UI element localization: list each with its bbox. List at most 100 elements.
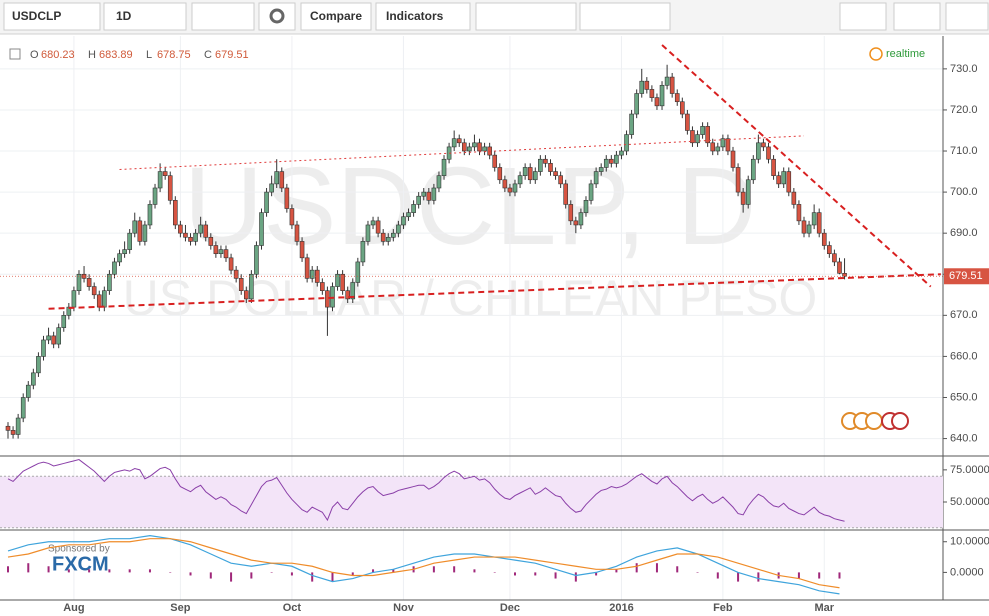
candle-body — [406, 212, 411, 218]
histogram-bar — [128, 569, 131, 573]
candle-body — [238, 278, 244, 291]
candle-body — [664, 76, 670, 86]
interval-box[interactable] — [103, 2, 187, 31]
price-label: 679.51 — [949, 270, 983, 282]
macd-line — [7, 538, 840, 589]
layout-button[interactable] — [839, 2, 887, 31]
compare-button[interactable] — [300, 2, 372, 31]
candle-body — [188, 236, 193, 242]
candle-body — [335, 273, 340, 287]
settings-button[interactable] — [258, 2, 296, 31]
candle-body — [380, 232, 386, 242]
legend-value: 683.89 — [99, 49, 133, 61]
rsi-line — [7, 459, 845, 522]
indicators-button[interactable] — [375, 2, 471, 31]
candle-body — [173, 200, 178, 226]
candle-body — [750, 158, 756, 181]
histogram-bar — [493, 572, 496, 573]
event-icon — [891, 412, 909, 430]
y-tick-label: 10.0000 — [950, 536, 989, 548]
candle-body — [112, 261, 117, 275]
candle-body — [178, 224, 183, 234]
interval[interactable]: 1D — [116, 9, 132, 23]
drawing-buttons[interactable] — [475, 2, 577, 31]
candle-body — [61, 315, 67, 328]
histogram-bar — [595, 572, 598, 576]
chart-style-button[interactable] — [191, 2, 255, 31]
histogram-bar — [696, 572, 699, 573]
histogram-bar — [514, 572, 516, 576]
candle-body — [167, 175, 173, 201]
candle-body — [309, 269, 315, 279]
candle-body — [436, 175, 442, 189]
histogram-bar — [392, 569, 395, 573]
y-tick-label: 650.0 — [950, 391, 978, 403]
candle-body — [396, 224, 401, 234]
candle-body — [46, 335, 51, 341]
legend-value: 680.23 — [41, 49, 75, 61]
candle-body — [477, 142, 482, 152]
histogram-bar — [797, 572, 800, 579]
event-markers — [841, 412, 909, 430]
candle-body — [249, 273, 254, 300]
candle-body — [614, 154, 619, 164]
candle-body — [385, 236, 391, 242]
candle-body — [492, 154, 498, 168]
candle-body — [644, 80, 650, 90]
indicators[interactable]: Indicators — [386, 9, 444, 23]
sponsor: Sponsored by — [48, 544, 110, 555]
candle-body — [766, 146, 771, 160]
histogram-bar — [169, 572, 172, 573]
legend-key: C — [204, 49, 212, 61]
candle-body — [441, 158, 447, 176]
histogram-bar — [615, 569, 618, 573]
candle-body — [482, 146, 487, 152]
candle-body — [208, 236, 214, 246]
histogram-bar — [534, 572, 537, 576]
histogram-bar — [250, 572, 253, 579]
candle-body — [669, 76, 675, 94]
candle-body — [304, 257, 310, 279]
candle-body — [137, 220, 143, 242]
candle-body — [842, 273, 847, 277]
candle-body — [370, 220, 376, 226]
histogram-bar — [737, 572, 740, 582]
compare[interactable]: Compare — [310, 9, 362, 23]
symbol[interactable]: USDCLP — [12, 9, 61, 23]
histogram-bar — [270, 572, 273, 573]
candle-body — [467, 146, 472, 152]
undo-redo-buttons[interactable] — [579, 2, 671, 31]
candle-body — [619, 150, 624, 156]
watermark-subtitle: US DOLLAR / CHILEAN PESO — [123, 270, 818, 326]
candle-body — [294, 224, 300, 242]
x-tick-label: Mar — [814, 602, 834, 614]
candle-body — [274, 171, 280, 185]
candle-body — [649, 89, 655, 98]
candle-body — [761, 142, 766, 148]
candle-body — [548, 163, 553, 172]
candle-body — [603, 158, 609, 168]
symbol-box[interactable] — [3, 2, 101, 31]
save-button[interactable] — [945, 2, 989, 31]
trend-line — [661, 44, 932, 288]
candle-body — [391, 232, 396, 238]
candle-body — [451, 138, 457, 148]
histogram-bar — [716, 572, 719, 579]
candle-body — [700, 126, 705, 135]
candle-body — [781, 171, 787, 185]
candle-body — [132, 220, 138, 234]
candle-body — [233, 269, 239, 279]
x-tick-label: 2016 — [609, 602, 633, 614]
candle-body — [801, 220, 807, 234]
candle-body — [730, 150, 736, 168]
histogram-bar — [47, 566, 50, 573]
candle-body — [299, 241, 305, 259]
load-button[interactable] — [893, 2, 941, 31]
candle-body — [426, 191, 432, 201]
candle-body — [320, 282, 325, 291]
legend-key: H — [88, 49, 96, 61]
y-tick-label: 50.0000 — [950, 496, 989, 508]
candle-body — [431, 187, 437, 201]
candle-body — [142, 224, 148, 242]
candle-body — [213, 245, 219, 255]
